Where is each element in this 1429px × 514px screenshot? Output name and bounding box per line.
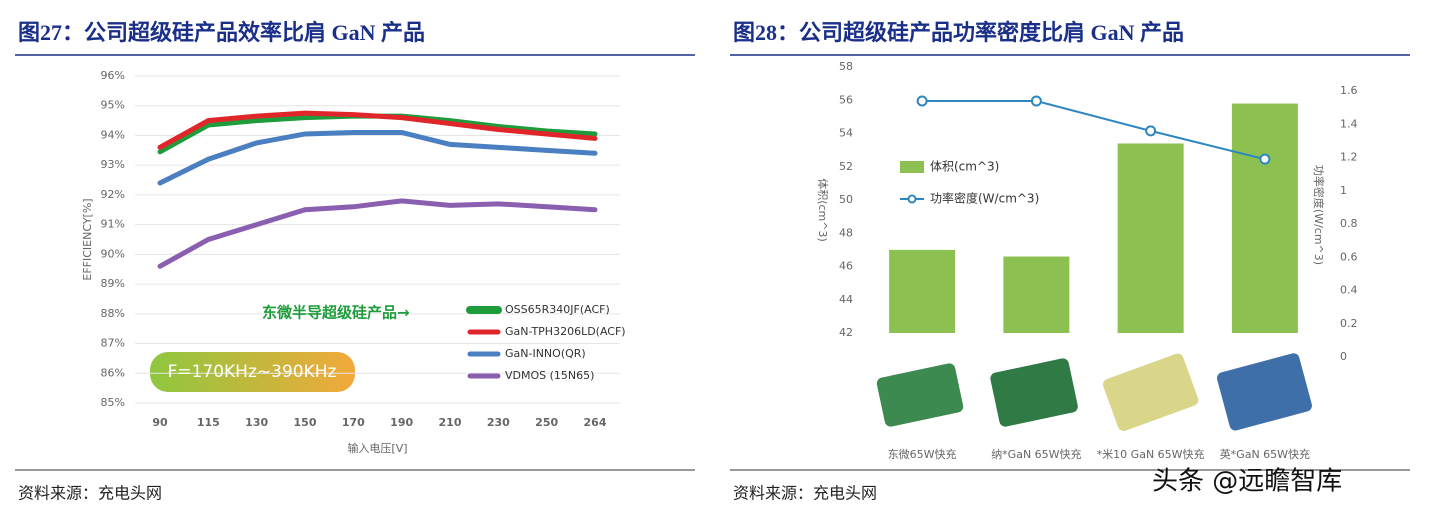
chart-title: 图28：公司超级硅产品功率密度比肩 GaN 产品 <box>733 20 1184 45</box>
source: 资料来源：充电头网 <box>733 484 877 503</box>
x-tick-label: 纳*GaN 65W快充 <box>991 447 1081 461</box>
series-line <box>157 129 598 186</box>
point <box>1145 125 1157 137</box>
product-photo <box>876 363 964 427</box>
y-tick-label: 88% <box>101 307 125 320</box>
x-tick-label: 210 <box>439 416 462 429</box>
y2-tick-label: 0.2 <box>1340 317 1358 330</box>
watermark: 头条 @远瞻智库 <box>1152 467 1342 497</box>
y2-tick-label: 1.2 <box>1340 151 1358 164</box>
y-tick-label: 44 <box>839 293 853 306</box>
y-tick-label: 87% <box>101 337 125 350</box>
product-photo <box>990 358 1078 427</box>
y2-tick-label: 1.4 <box>1340 117 1358 130</box>
y-tick-label: 46 <box>839 260 853 273</box>
y-tick-label: 96% <box>101 69 125 82</box>
x-tick-label: 150 <box>294 416 317 429</box>
y-tick-label: 95% <box>101 99 125 112</box>
point <box>1259 153 1271 165</box>
y-tick-label: 56 <box>839 93 853 106</box>
bar <box>889 249 956 333</box>
y-tick-label: 92% <box>101 188 125 201</box>
x-tick-label: *米10 GaN 65W快充 <box>1097 447 1205 461</box>
annotation: 东微半导超级硅产品→ <box>262 304 410 322</box>
product-photos <box>876 353 1312 431</box>
chart-title: 图27：公司超级硅产品效率比肩 GaN 产品 <box>18 20 425 45</box>
y-axis-label: 体积(cm^3) <box>816 178 830 242</box>
y-tick-label: 91% <box>101 218 125 231</box>
legend-label: 体积(cm^3) <box>930 160 999 174</box>
y2-tick-label: 0.6 <box>1340 250 1358 263</box>
y-tick-label: 90% <box>101 247 125 260</box>
x-tick-label: 264 <box>584 416 607 429</box>
product-photo <box>1102 353 1199 431</box>
y-tick-label: 89% <box>101 277 125 290</box>
point <box>916 95 928 107</box>
x-tick-label: 东微65W快充 <box>888 447 957 461</box>
annotation: F=170KHz~390KHz <box>168 362 337 382</box>
y2-tick-label: 0 <box>1340 350 1347 363</box>
legend-swatch <box>907 194 917 204</box>
x-tick-label: 90 <box>152 416 168 429</box>
y-tick-label: 42 <box>839 326 853 339</box>
x-tick-label: 115 <box>197 416 220 429</box>
y-tick-label: 85% <box>101 396 125 409</box>
y-axis-label: EFFICIENCY[%] <box>81 198 94 280</box>
x-tick-label: 190 <box>390 416 413 429</box>
y-tick-label: 50 <box>839 193 853 206</box>
y-tick-label: 54 <box>839 127 853 140</box>
series-line <box>922 99 1266 161</box>
y2-tick-label: 0.4 <box>1340 284 1358 297</box>
x-tick-label: 170 <box>342 416 365 429</box>
y2-axis-label: 功率密度(W/cm^3) <box>1312 165 1326 265</box>
x-tick-label: 230 <box>487 416 510 429</box>
y-tick-label: 52 <box>839 160 853 173</box>
y-tick-label: 86% <box>101 366 125 379</box>
legend-label: VDMOS (15N65) <box>505 369 594 382</box>
x-tick-label: 250 <box>535 416 558 429</box>
y-tick-label: 58 <box>839 60 853 73</box>
y2-tick-label: 0.8 <box>1340 217 1358 230</box>
y-tick-label: 93% <box>101 158 125 171</box>
x-axis-label: 输入电压[V] <box>347 441 407 455</box>
source: 资料来源：充电头网 <box>18 484 162 503</box>
legend-label: GaN-INNO(QR) <box>505 347 586 360</box>
y2-tick-label: 1.6 <box>1340 84 1358 97</box>
legend-swatch <box>900 161 924 173</box>
series-line <box>157 198 598 269</box>
annotation-box <box>150 352 355 392</box>
y-tick-label: 48 <box>839 226 853 239</box>
y-tick-label: 94% <box>101 128 125 141</box>
legend-label: OSS65R340JF(ACF) <box>505 303 610 316</box>
bar <box>1117 143 1184 333</box>
legend-label: GaN-TPH3206LD(ACF) <box>505 325 626 338</box>
bar <box>1003 256 1070 333</box>
x-tick-label: 英*GaN 65W快充 <box>1220 447 1310 461</box>
x-tick-label: 130 <box>245 416 268 429</box>
series-line <box>157 110 598 150</box>
product-photo <box>1217 353 1312 431</box>
y2-tick-label: 1 <box>1340 184 1347 197</box>
point <box>1030 95 1042 107</box>
bar <box>1231 103 1298 333</box>
legend-label: 功率密度(W/cm^3) <box>930 191 1039 206</box>
